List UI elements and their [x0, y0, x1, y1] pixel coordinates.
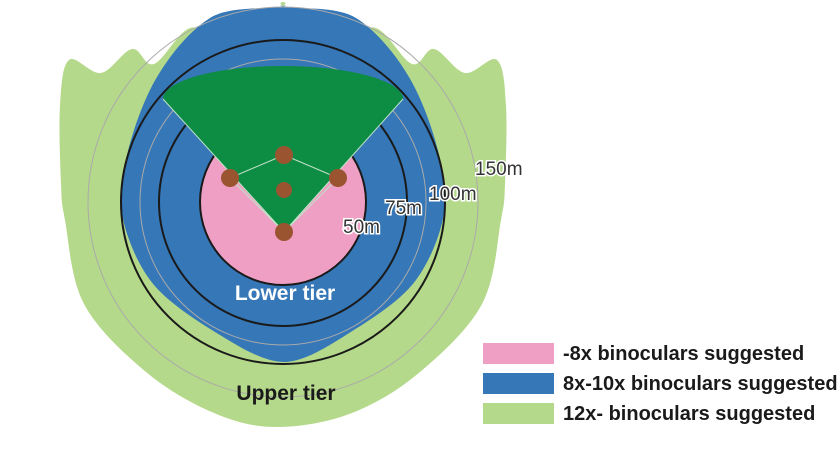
svg-text:Lower tier: Lower tier	[235, 282, 335, 305]
svg-text:Upper tier: Upper tier	[236, 382, 335, 405]
svg-text:-8x binoculars suggested: -8x binoculars suggested	[563, 343, 804, 365]
svg-text:100m: 100m	[429, 184, 477, 205]
svg-text:12x- binoculars suggested: 12x- binoculars suggested	[563, 403, 815, 425]
svg-text:150m: 150m	[475, 159, 523, 180]
svg-text:50m: 50m	[343, 217, 380, 238]
svg-text:8x-10x binoculars suggested: 8x-10x binoculars suggested	[563, 373, 838, 395]
svg-text:75m: 75m	[385, 198, 422, 219]
